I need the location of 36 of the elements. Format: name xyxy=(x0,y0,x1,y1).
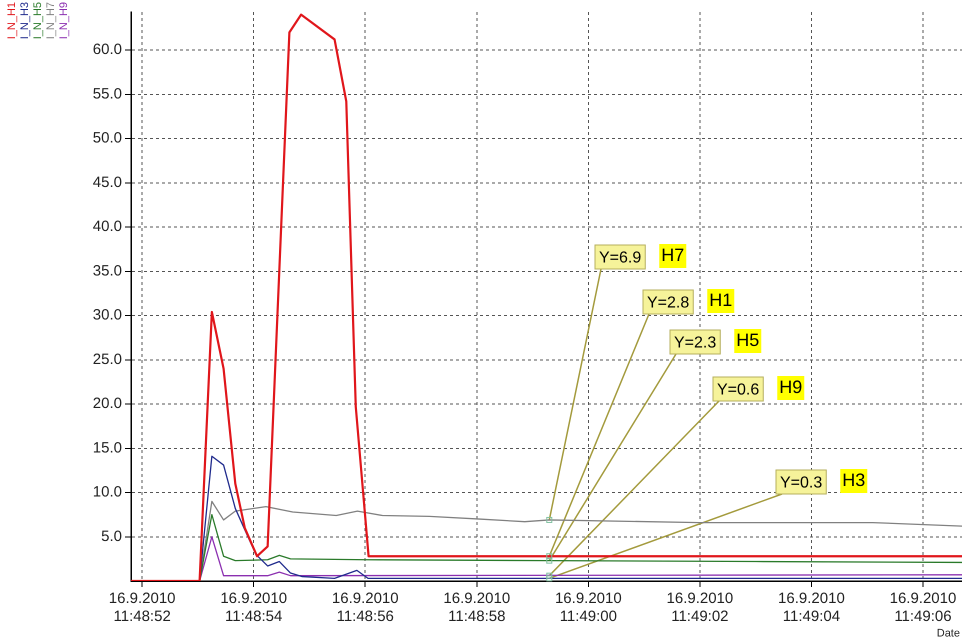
y-tick-label: 25.0 xyxy=(92,350,122,368)
annotation: Y=0.6 xyxy=(717,381,760,398)
x-tick-label: 16.9.2010 11:48:52 xyxy=(108,590,176,626)
y-tick-label: 55.0 xyxy=(92,85,122,102)
y-tick-label: 15.0 xyxy=(92,439,122,456)
y-tick-label: 40.0 xyxy=(92,218,122,236)
x-tick-label: 16.9.2010 11:48:56 xyxy=(332,590,399,626)
text: I_N_H9 xyxy=(58,2,70,40)
x-tick-label: 16.9.2010 11:49:04 xyxy=(778,590,845,626)
y-tick-label: 50.0 xyxy=(92,130,122,147)
x-tick-label: 16.9.2010 11:49:06 xyxy=(890,590,956,626)
annotation: H7 xyxy=(661,244,684,265)
x-tick-label: 16.9.2010 11:49:00 xyxy=(554,590,622,626)
annotation: Y=0.3 xyxy=(780,474,822,492)
annotation: Y=2.8 xyxy=(647,294,690,312)
y-tick-label: 20.0 xyxy=(92,395,122,412)
x-tick-label: 16.9.2010 11:49:02 xyxy=(666,590,734,626)
annotation: H3 xyxy=(842,470,866,490)
annotation: Y=6.9 xyxy=(599,249,642,266)
y-tick-label: 30.0 xyxy=(92,306,122,324)
annotation: H9 xyxy=(779,376,802,397)
annotation: H5 xyxy=(736,330,760,350)
text: I_N_H5 xyxy=(32,2,44,40)
text: I_N_H1 xyxy=(6,2,18,40)
x-tick-label: 16.9.2010 11:48:58 xyxy=(443,590,510,626)
y-tick-label: 35.0 xyxy=(92,262,122,280)
x-axis-title: Date xyxy=(936,628,960,640)
text: I_N_H7 xyxy=(45,2,57,40)
text: I_N_H3 xyxy=(19,2,31,40)
annotation: Y=2.3 xyxy=(674,334,716,352)
y-tick-label: 45.0 xyxy=(92,174,122,191)
annotation: H1 xyxy=(709,290,732,310)
x-tick-label: 16.9.2010 11:48:54 xyxy=(220,590,288,626)
y-tick-label: 60.0 xyxy=(92,41,122,58)
y-tick-label: 5.0 xyxy=(101,528,122,545)
y-tick-label: 10.0 xyxy=(92,484,122,501)
